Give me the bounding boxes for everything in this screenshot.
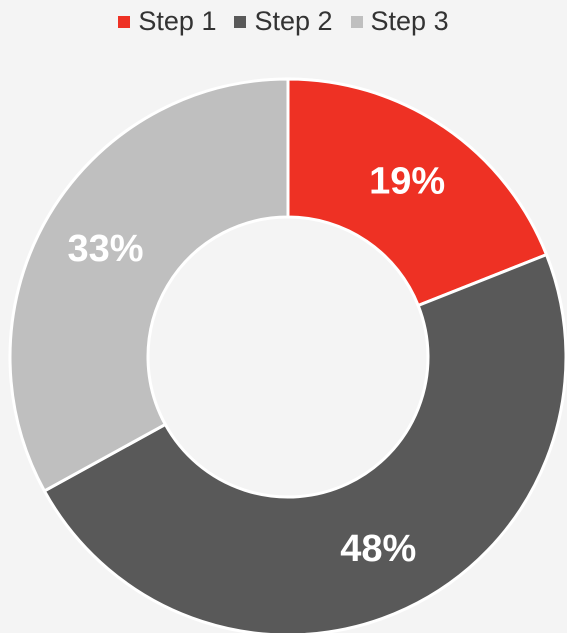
legend-item-step-2: Step 2 xyxy=(234,6,333,37)
slice-step-1 xyxy=(286,77,549,308)
legend-swatch-step-3 xyxy=(350,15,363,28)
data-label-step-1: 19% xyxy=(369,161,445,203)
legend-label-step-1: Step 1 xyxy=(138,6,217,36)
legend-item-step-1: Step 1 xyxy=(118,6,216,37)
legend-item-step-3: Step 3 xyxy=(350,6,449,37)
slice-step-3 xyxy=(8,77,290,493)
legend-label-step-2: Step 2 xyxy=(254,6,333,36)
legend: Step 1 Step 2 Step 3 xyxy=(0,6,567,37)
data-label-step-2: 48% xyxy=(340,528,416,570)
data-label-step-3: 33% xyxy=(67,228,143,270)
legend-swatch-step-1 xyxy=(118,15,131,28)
slice-step-2 xyxy=(42,252,567,633)
legend-label-step-3: Step 3 xyxy=(370,6,449,36)
legend-swatch-step-2 xyxy=(234,15,247,28)
